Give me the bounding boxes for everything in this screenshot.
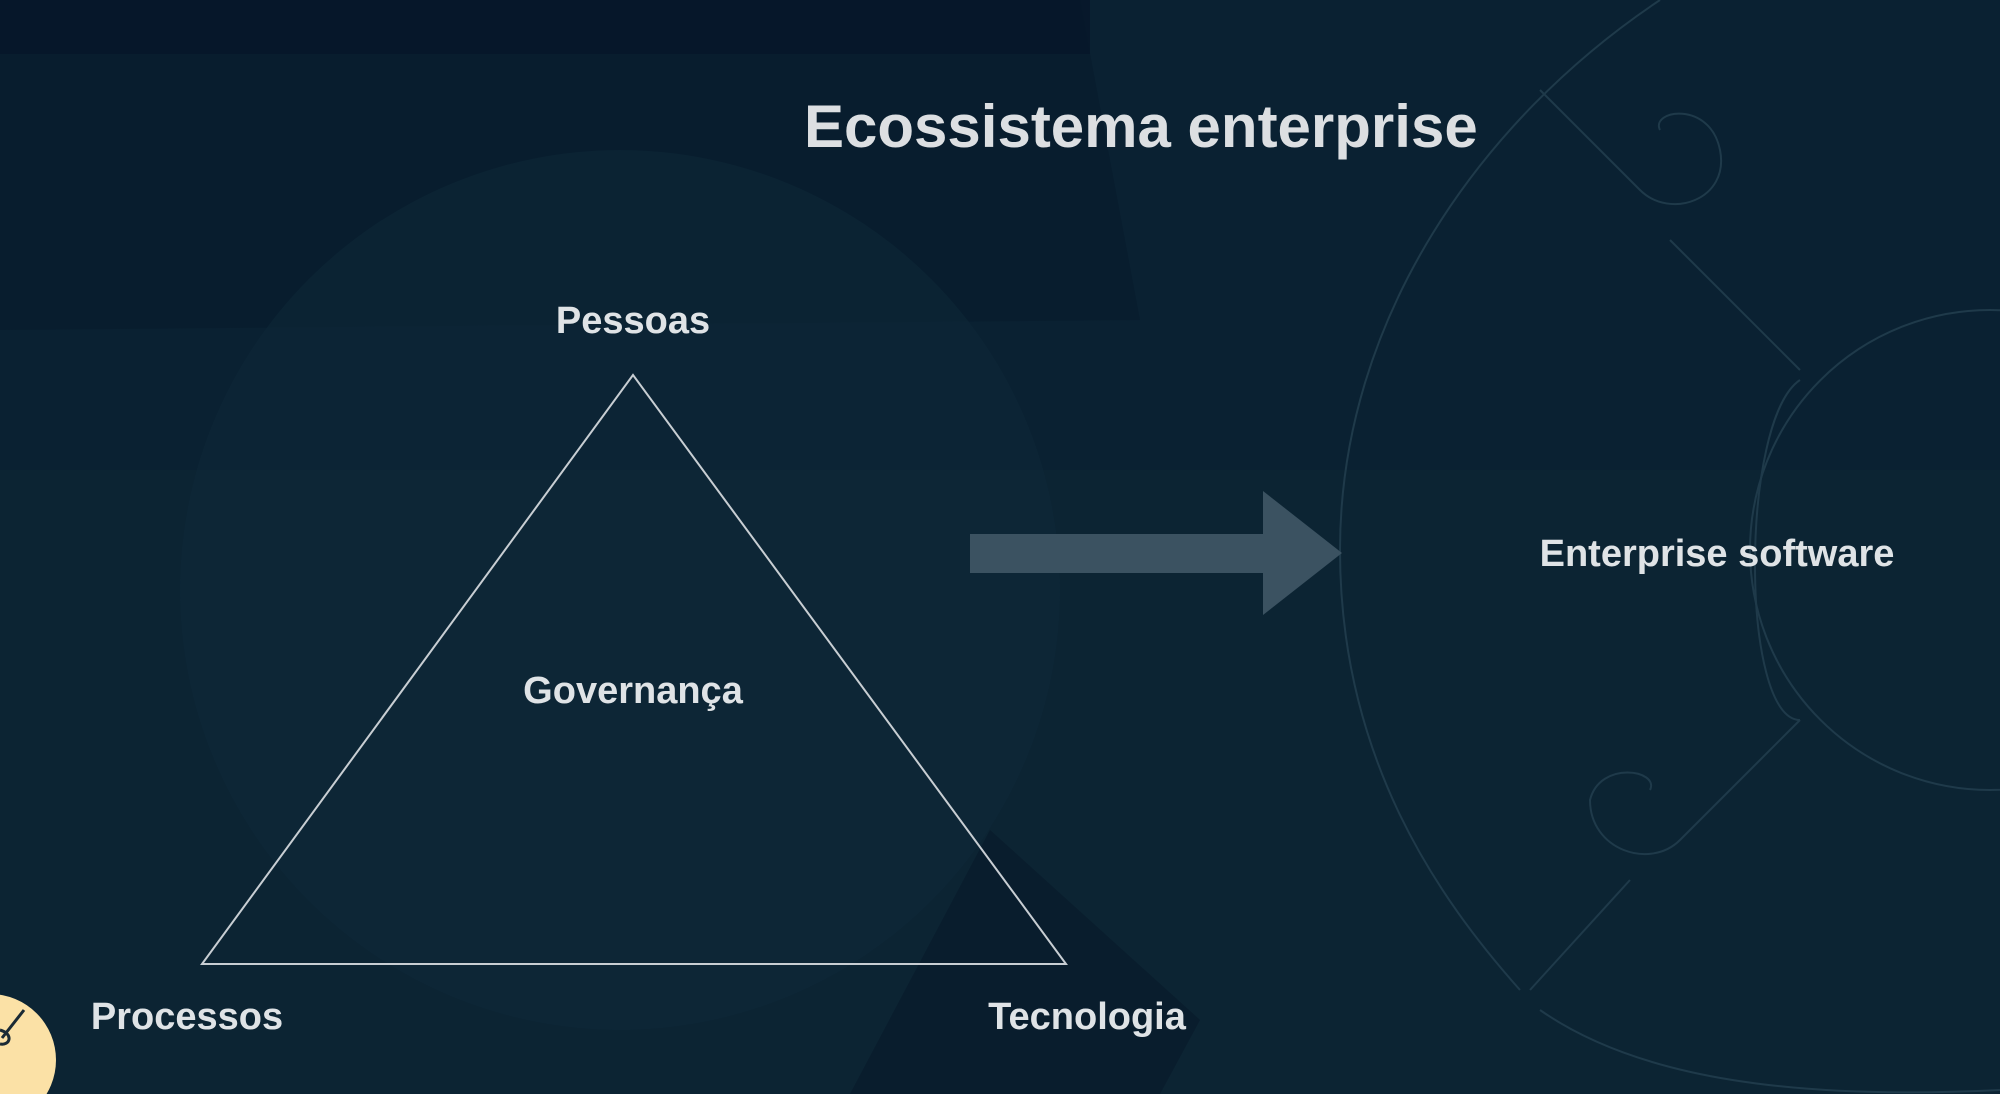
right-arrow — [970, 491, 1342, 615]
governance-triangle — [200, 373, 1068, 965]
label-pessoas: Pessoas — [555, 300, 711, 342]
label-enterprise-software: Enterprise software — [1539, 533, 1895, 575]
decorative-puzzle-outline — [1338, 0, 2000, 1094]
accent-mark — [0, 1009, 26, 1046]
label-governanca: Governança — [523, 670, 743, 712]
background-large-circle — [180, 150, 1060, 1030]
background-top-strip — [0, 0, 1090, 54]
label-tecnologia: Tecnologia — [988, 996, 1186, 1038]
accent-circle — [0, 994, 56, 1094]
label-processos: Processos — [90, 996, 284, 1038]
slide-title: Ecossistema enterprise — [804, 93, 1478, 160]
background-dark-corner — [850, 830, 1200, 1094]
